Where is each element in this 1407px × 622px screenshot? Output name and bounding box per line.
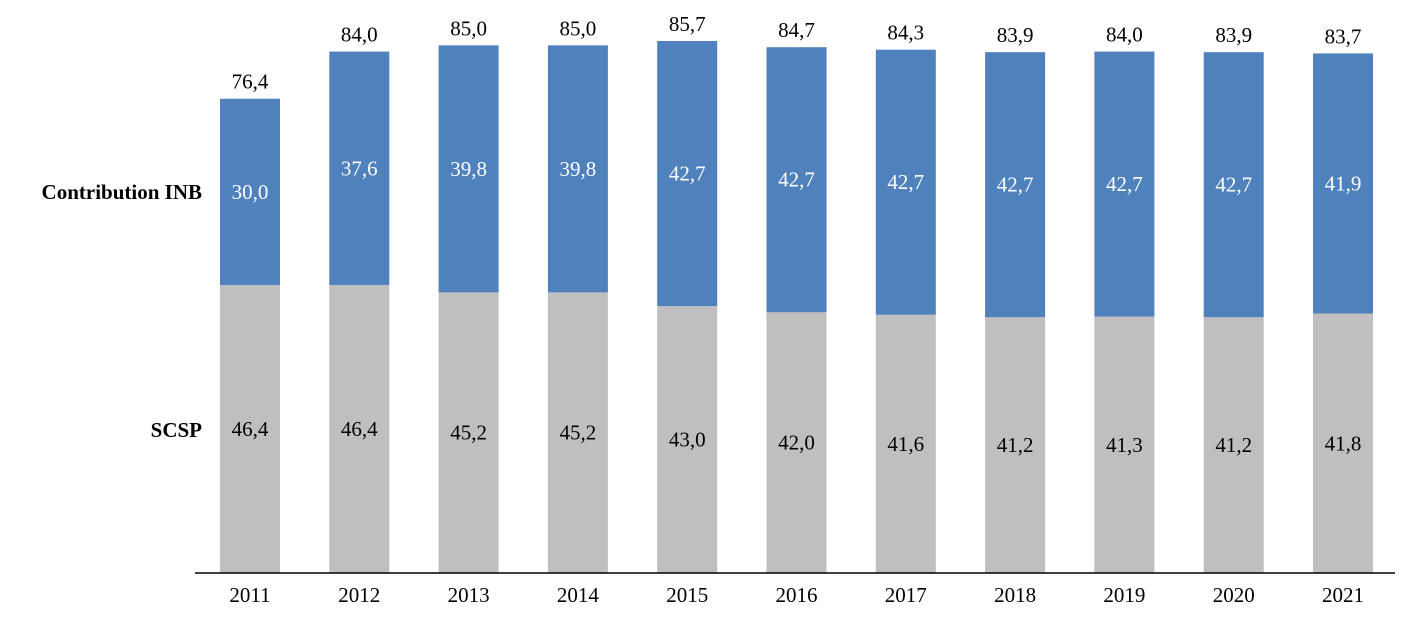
series-label-contribution-inb: Contribution INB [42,180,202,204]
bar-scsp-2015 [657,306,718,573]
data-label-contribution-inb-2021: 41,9 [1325,171,1362,195]
data-label-contribution-inb-2014: 39,8 [560,157,597,181]
data-label-scsp-2017: 41,6 [887,432,924,456]
data-label-scsp-2013: 45,2 [450,421,487,445]
data-label-contribution-inb-2016: 42,7 [778,168,815,192]
bar-scsp-2020 [1203,317,1264,573]
x-tick-labels: 2011 2012 2013 2014 2015 2016 2017 2018 2019 2020… [229,583,1364,607]
data-label-contribution-inb-2017: 42,7 [887,170,924,194]
x-tick-2016: 2016 [776,583,818,607]
x-tick-2014: 2014 [557,583,600,607]
total-label-2017: 84,3 [887,21,924,45]
data-label-scsp-2021: 41,8 [1325,431,1362,455]
data-label-contribution-inb-2020: 42,7 [1215,173,1252,197]
bar-contribution-inb-2016 [766,47,827,313]
data-label-scsp-2015: 43,0 [669,428,706,452]
total-label-2015: 85,7 [669,12,706,36]
x-tick-2021: 2021 [1322,583,1364,607]
data-label-contribution-inb-2012: 37,6 [341,156,378,180]
total-label-2016: 84,7 [778,18,815,42]
labels-layer: 46,4 30,0 76,4 46,4 37,6 84,0 45,2 39,8 85,0 45,2… [232,12,1362,457]
data-label-scsp-2019: 41,3 [1106,433,1143,457]
bar-scsp-2013 [438,292,499,573]
bar-contribution-inb-2013 [438,45,499,293]
bar-scsp-2021 [1313,313,1373,573]
data-label-contribution-inb-2013: 39,8 [450,157,487,181]
x-tick-2015: 2015 [666,583,708,607]
data-label-scsp-2011: 46,4 [232,417,269,441]
bar-contribution-inb-2012 [329,51,390,285]
x-tick-2018: 2018 [994,583,1036,607]
total-label-2011: 76,4 [232,70,269,94]
series-label-scsp: SCSP [151,418,203,442]
bar-contribution-inb-2018 [985,52,1046,318]
bar-scsp-2014 [547,292,608,573]
data-label-scsp-2014: 45,2 [560,421,597,445]
bars-layer [220,41,1373,573]
x-tick-2012: 2012 [338,583,380,607]
x-tick-2020: 2020 [1213,583,1255,607]
total-label-2020: 83,9 [1215,23,1252,47]
bar-scsp-2018 [985,317,1046,573]
bar-scsp-2016 [766,312,827,573]
bar-contribution-inb-2017 [875,49,936,315]
data-label-scsp-2012: 46,4 [341,417,378,441]
data-label-contribution-inb-2015: 42,7 [669,162,706,186]
bar-contribution-inb-2020 [1203,52,1264,318]
data-label-contribution-inb-2018: 42,7 [997,173,1034,197]
data-label-scsp-2020: 41,2 [1215,433,1252,457]
x-tick-2017: 2017 [885,583,927,607]
bar-scsp-2012 [329,284,390,573]
total-label-2021: 83,7 [1325,24,1362,48]
bar-contribution-inb-2021 [1313,53,1373,314]
total-label-2019: 84,0 [1106,23,1143,47]
bar-scsp-2019 [1094,316,1155,573]
x-tick-2011: 2011 [229,583,270,607]
bar-contribution-inb-2015 [657,41,718,307]
total-label-2012: 84,0 [341,23,378,47]
data-label-contribution-inb-2019: 42,7 [1106,172,1143,196]
total-label-2018: 83,9 [997,23,1034,47]
data-label-scsp-2018: 41,2 [997,433,1034,457]
bar-contribution-inb-2019 [1094,51,1155,317]
data-label-contribution-inb-2011: 30,0 [232,180,269,204]
total-label-2014: 85,0 [560,16,597,40]
total-label-2013: 85,0 [450,16,487,40]
data-label-scsp-2016: 42,0 [778,431,815,455]
bar-contribution-inb-2014 [547,45,608,293]
x-tick-2013: 2013 [448,583,490,607]
bar-scsp-2011 [220,284,280,573]
x-tick-2019: 2019 [1103,583,1145,607]
bar-contribution-inb-2011 [220,98,280,285]
bar-scsp-2017 [875,314,936,573]
